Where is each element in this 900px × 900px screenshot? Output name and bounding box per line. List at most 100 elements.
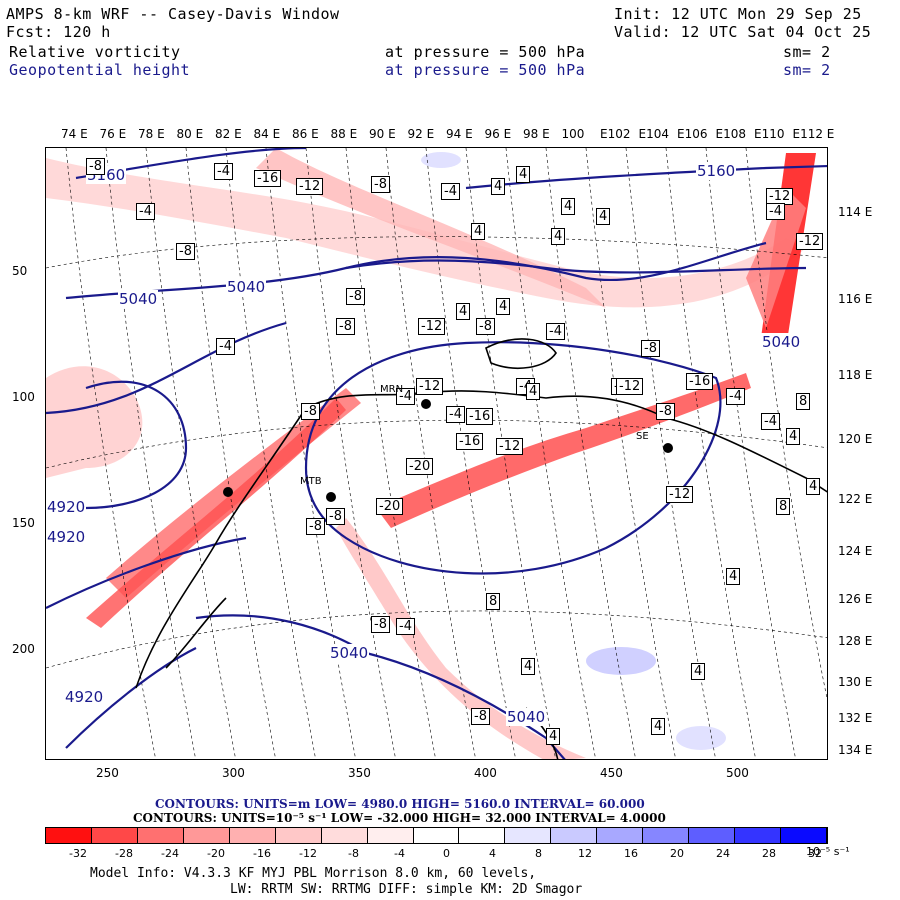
right-longitude-label: 130 E (838, 675, 873, 689)
right-longitude-label: 116 E (838, 292, 873, 306)
height-contour-label: 5040 (118, 290, 159, 308)
vorticity-contour-label: 4 (526, 383, 541, 400)
colorbar-swatch (459, 828, 506, 843)
top-longitude-label: E104 (638, 127, 670, 141)
colorbar-swatch (46, 828, 92, 843)
vorticity-contour-label: 4 (551, 228, 566, 245)
vorticity-contour-label: 4 (546, 728, 561, 745)
top-longitude-label: E110 (754, 127, 785, 141)
vorticity-contour-label: 8 (796, 393, 811, 410)
colorbar-swatch (413, 828, 460, 843)
map-title: AMPS 8-km WRF -- Casey-Davis Window (6, 5, 340, 23)
right-longitude-label: 132 E (838, 711, 873, 725)
colorbar-tick-label: 4 (489, 847, 496, 860)
vorticity-contour-label: -8 (476, 318, 495, 335)
right-longitude-label: 120 E (838, 432, 873, 446)
height-contour-label: 5040 (226, 278, 267, 296)
top-longitude-label: 82 E (215, 127, 242, 141)
vorticity-contour-label: -4 (726, 388, 745, 405)
vorticity-contour-label: -8 (326, 508, 345, 525)
map-plot (46, 148, 827, 759)
vorticity-contour-label: -4 (546, 323, 565, 340)
colorbar-swatch (597, 828, 644, 843)
field2-smoothing: sm= 2 (783, 61, 831, 79)
top-longitude-label: 94 E (446, 127, 473, 141)
vorticity-contour-label: -8 (86, 158, 105, 175)
init-time: Init: 12 UTC Mon 29 Sep 25 (614, 5, 862, 23)
right-longitude-label: 122 E (838, 492, 873, 506)
vorticity-contour-info: CONTOURS: UNITS=10⁻⁵ s⁻¹ LOW= -32.000 HI… (133, 811, 666, 825)
right-longitude-label: 126 E (838, 592, 873, 606)
colorbar-swatch (367, 828, 414, 843)
colorbar-swatch (183, 828, 230, 843)
vorticity-contour-label: 8 (486, 593, 501, 610)
vorticity-contour-label: -4 (216, 338, 235, 355)
vorticity-contour-label: -8 (346, 288, 365, 305)
vorticity-contour-label: -4 (766, 203, 785, 220)
right-longitude-label: 124 E (838, 544, 873, 558)
top-longitude-label: E102 (600, 127, 631, 141)
colorbar-swatch (505, 828, 552, 843)
vorticity-contour-label: 4 (456, 303, 471, 320)
vorticity-contour-label: -12 (416, 378, 444, 395)
right-longitude-label: 118 E (838, 368, 873, 382)
y-tick-label: 100 (12, 390, 35, 404)
colorbar-tick-label: 16 (624, 847, 638, 860)
vorticity-contour-label: -8 (306, 518, 325, 535)
colorbar (45, 827, 828, 844)
colorbar-tick-label: 12 (578, 847, 592, 860)
vorticity-contour-label: 8 (776, 498, 791, 515)
colorbar-swatch (321, 828, 368, 843)
x-tick-label: 350 (348, 766, 371, 780)
station-markers (223, 399, 673, 502)
model-info: Model Info: V4.3.3 KF MYJ PBL Morrison 8… (90, 866, 537, 881)
vorticity-contour-label: -4 (446, 406, 465, 423)
colorbar-swatch (91, 828, 138, 843)
vorticity-contour-label: -4 (396, 618, 415, 635)
colorbar-tick-label: -20 (207, 847, 225, 860)
vorticity-contour-label: 4 (596, 208, 611, 225)
colorbar-tick-label: 20 (670, 847, 684, 860)
height-contour-label: 5160 (696, 162, 737, 180)
station-label: MTB (300, 476, 322, 487)
vorticity-contour-label: -12 (796, 233, 824, 250)
field1-name: Relative vorticity (9, 43, 181, 61)
vorticity-contour-label: -16 (686, 373, 714, 390)
x-tick-label: 500 (726, 766, 749, 780)
coastline (135, 338, 827, 759)
top-longitude-label: E108 (715, 127, 747, 141)
height-contour-label: 4920 (64, 688, 105, 706)
colorbar-swatch (781, 828, 827, 843)
colorbar-units: 10⁻⁵ s⁻¹ (806, 845, 850, 858)
colorbar-tick-label: -16 (253, 847, 271, 860)
vorticity-contour-label: -8 (371, 616, 390, 633)
x-tick-label: 250 (96, 766, 119, 780)
vorticity-contour-label: 4 (516, 166, 531, 183)
colorbar-swatch (275, 828, 322, 843)
colorbar-tick-label: 8 (535, 847, 542, 860)
vorticity-contour-label: -12 (418, 318, 446, 335)
model-physics: LW: RRTM SW: RRTMG DIFF: simple KM: 2D S… (230, 882, 583, 897)
colorbar-tick-label: -28 (115, 847, 133, 860)
vorticity-contour-label: -16 (254, 170, 282, 187)
forecast-hour: Fcst: 120 h (6, 23, 111, 41)
map-panel: 5160 5160 5040 5040 4920 5040 5040 5040 4920 4920… (45, 147, 828, 760)
vorticity-contour-label: 4 (521, 658, 536, 675)
vorticity-contour-label: 4 (691, 663, 706, 680)
vorticity-contour-label: -4 (214, 163, 233, 180)
height-contour-label: 5040 (329, 644, 370, 662)
vorticity-contour-label: -12 (296, 178, 324, 195)
vorticity-contour-label: -8 (641, 340, 660, 357)
valid-time: Valid: 12 UTC Sat 04 Oct 25 (614, 23, 872, 41)
x-tick-label: 300 (222, 766, 245, 780)
vorticity-contour-label: -8 (301, 403, 320, 420)
field1-level: at pressure = 500 hPa (385, 43, 586, 61)
top-longitude-label: 92 E (407, 127, 435, 141)
vorticity-contour-label: 4 (471, 223, 486, 240)
right-longitude-label: 128 E (838, 634, 873, 648)
height-contour-label: 4920 (46, 528, 87, 546)
colorbar-tick-label: -32 (69, 847, 87, 860)
vorticity-contour-label: 4 (726, 568, 741, 585)
top-longitude-label: 84 E (253, 127, 281, 141)
field2-name: Geopotential height (9, 61, 191, 79)
